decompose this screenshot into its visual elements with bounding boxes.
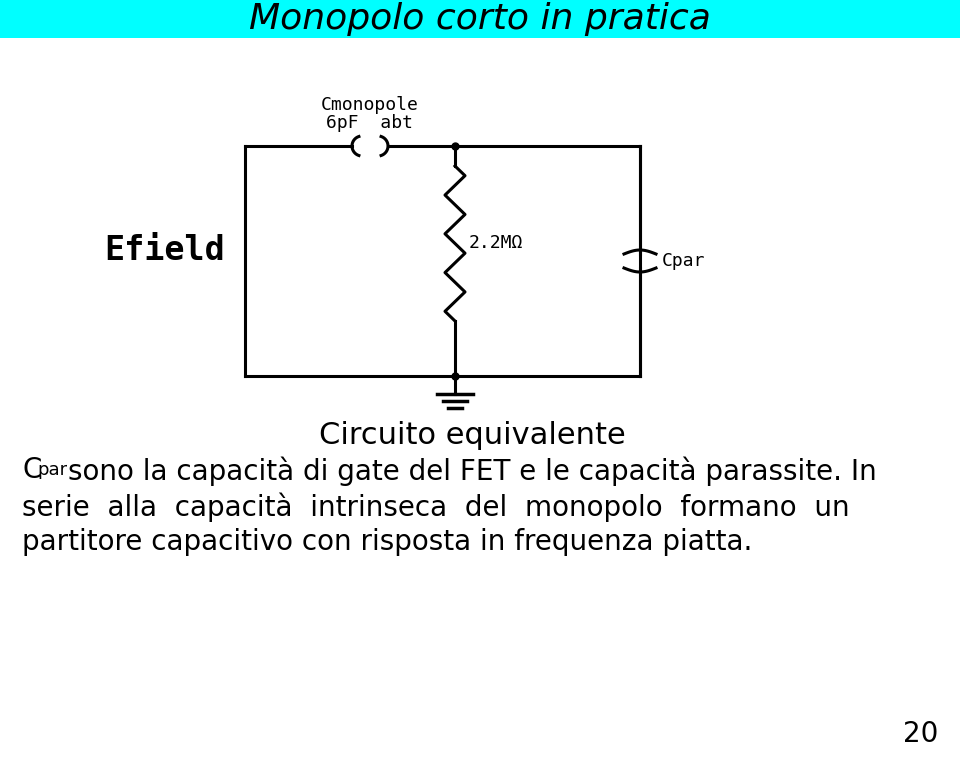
Text: Cpar: Cpar <box>662 252 706 270</box>
Text: par: par <box>37 461 67 479</box>
Text: Cmonopole: Cmonopole <box>321 96 419 114</box>
Text: sono la capacità di gate del FET e le capacità parassite. In: sono la capacità di gate del FET e le ca… <box>68 456 876 486</box>
Text: Monopolo corto in pratica: Monopolo corto in pratica <box>249 2 711 36</box>
Text: Circuito equivalente: Circuito equivalente <box>319 421 626 450</box>
Text: serie  alla  capacità  intrinseca  del  monopolo  formano  un: serie alla capacità intrinseca del monop… <box>22 492 850 522</box>
FancyBboxPatch shape <box>0 0 960 38</box>
Text: 20: 20 <box>902 720 938 748</box>
Text: C: C <box>22 456 41 484</box>
Text: 6pF  abt: 6pF abt <box>326 114 414 132</box>
Text: Efield: Efield <box>105 234 225 267</box>
Text: partitore capacitivo con risposta in frequenza piatta.: partitore capacitivo con risposta in fre… <box>22 528 753 556</box>
Text: 2.2MΩ: 2.2MΩ <box>469 234 523 253</box>
